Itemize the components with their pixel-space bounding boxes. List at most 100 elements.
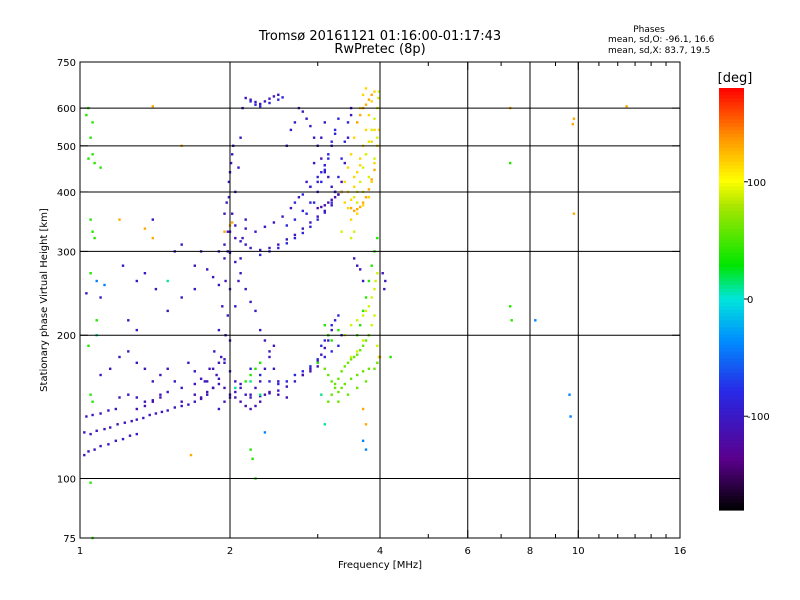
data-point bbox=[223, 386, 226, 390]
data-point bbox=[370, 140, 373, 143]
data-point bbox=[193, 264, 196, 267]
data-point bbox=[85, 292, 88, 295]
colorbar-segment bbox=[719, 316, 744, 321]
data-point bbox=[376, 136, 379, 139]
colorbar-segment bbox=[719, 502, 744, 508]
y-tick-label: 600 bbox=[57, 104, 76, 115]
data-point bbox=[330, 328, 333, 332]
colorbar-segment bbox=[719, 165, 744, 170]
data-point bbox=[340, 157, 343, 160]
data-point bbox=[316, 215, 319, 218]
data-point bbox=[346, 166, 350, 169]
data-point bbox=[320, 393, 323, 396]
data-point bbox=[376, 272, 379, 275]
data-point bbox=[309, 225, 312, 228]
data-point bbox=[254, 404, 257, 408]
data-point bbox=[323, 339, 326, 342]
colorbar-segment bbox=[719, 474, 744, 479]
data-point bbox=[359, 324, 362, 327]
colorbar-segment bbox=[719, 379, 744, 384]
data-point bbox=[268, 355, 271, 359]
data-point bbox=[239, 136, 242, 139]
colorbar-segment bbox=[719, 411, 744, 416]
data-point bbox=[143, 367, 147, 370]
data-point bbox=[154, 287, 158, 291]
data-point bbox=[223, 361, 226, 364]
data-point bbox=[327, 175, 330, 179]
colorbar-segment bbox=[719, 249, 744, 254]
data-point bbox=[281, 215, 284, 218]
colorbar-segment bbox=[719, 372, 744, 377]
colorbar-segment bbox=[719, 186, 744, 191]
data-point bbox=[254, 386, 257, 390]
data-point bbox=[327, 153, 330, 156]
data-point bbox=[268, 390, 271, 394]
data-point bbox=[330, 201, 333, 204]
data-point bbox=[217, 283, 221, 287]
data-point bbox=[364, 309, 368, 313]
data-point bbox=[95, 429, 98, 432]
data-point bbox=[343, 140, 346, 143]
data-point bbox=[376, 361, 379, 364]
data-point bbox=[356, 264, 359, 267]
data-point bbox=[353, 185, 356, 188]
data-point bbox=[180, 386, 183, 390]
colorbar-segment bbox=[719, 337, 744, 342]
colorbar-segment bbox=[719, 365, 744, 370]
data-point bbox=[277, 243, 280, 246]
data-point bbox=[249, 300, 252, 304]
colorbar-segment bbox=[719, 232, 744, 237]
data-point bbox=[327, 400, 330, 403]
data-point bbox=[301, 227, 304, 230]
colorbar-segment bbox=[719, 182, 744, 188]
data-point bbox=[127, 350, 130, 353]
data-point bbox=[349, 358, 353, 361]
data-point bbox=[376, 344, 379, 347]
colorbar-segment bbox=[719, 488, 744, 494]
data-point bbox=[370, 324, 373, 327]
data-point bbox=[239, 386, 242, 390]
data-point bbox=[272, 221, 276, 224]
data-point bbox=[361, 166, 365, 169]
data-point bbox=[217, 407, 221, 411]
data-point bbox=[510, 319, 513, 322]
data-point bbox=[268, 97, 271, 100]
data-point bbox=[118, 396, 121, 399]
data-point bbox=[130, 419, 133, 423]
data-point bbox=[109, 367, 112, 370]
colorbar-segment bbox=[719, 358, 744, 363]
data-point bbox=[249, 407, 252, 411]
data-point bbox=[180, 404, 183, 408]
data-point bbox=[268, 101, 271, 105]
data-point bbox=[95, 279, 98, 283]
data-point bbox=[361, 439, 365, 442]
colorbar-segment bbox=[719, 211, 744, 216]
colorbar-segment bbox=[719, 140, 744, 145]
data-point bbox=[199, 377, 203, 380]
data-point bbox=[89, 272, 92, 275]
data-point bbox=[373, 168, 376, 172]
data-point bbox=[224, 279, 227, 283]
data-point bbox=[320, 136, 323, 139]
data-point bbox=[135, 328, 138, 332]
data-point bbox=[301, 110, 304, 113]
data-point bbox=[221, 305, 224, 308]
data-point bbox=[285, 380, 288, 383]
data-point bbox=[281, 96, 284, 99]
colorbar-segment bbox=[719, 443, 744, 448]
data-point bbox=[277, 93, 280, 96]
data-point bbox=[353, 355, 356, 359]
data-point bbox=[272, 95, 276, 98]
data-point bbox=[337, 328, 340, 332]
data-point bbox=[193, 393, 196, 396]
data-point bbox=[166, 367, 169, 370]
data-point bbox=[91, 121, 94, 124]
colorbar-segment bbox=[719, 179, 744, 184]
colorbar-segment bbox=[719, 137, 744, 142]
colorbar-segment bbox=[719, 239, 744, 244]
data-point bbox=[107, 443, 110, 446]
data-point bbox=[220, 355, 223, 359]
data-point bbox=[364, 296, 368, 299]
data-point bbox=[263, 339, 267, 342]
data-point bbox=[337, 377, 340, 380]
